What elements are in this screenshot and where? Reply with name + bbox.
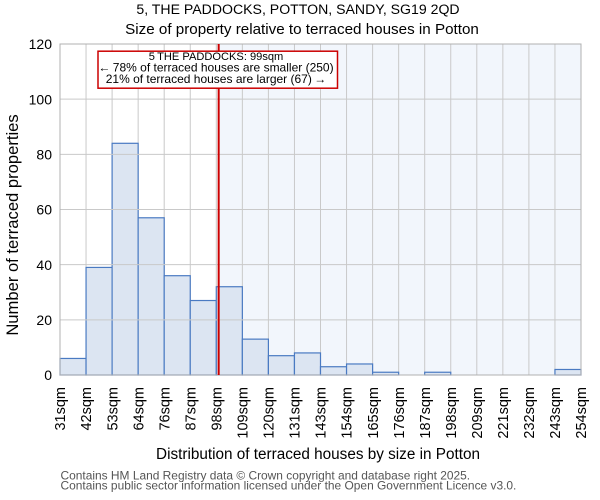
svg-text:87sqm: 87sqm [183, 387, 199, 431]
svg-text:143sqm: 143sqm [314, 387, 330, 439]
svg-text:254sqm: 254sqm [574, 387, 590, 439]
svg-text:198sqm: 198sqm [444, 387, 460, 439]
svg-text:0: 0 [44, 367, 52, 383]
svg-text:40: 40 [36, 257, 52, 273]
svg-text:176sqm: 176sqm [392, 387, 408, 439]
svg-text:Contains public sector informa: Contains public sector information licen… [61, 479, 517, 493]
svg-text:232sqm: 232sqm [522, 387, 538, 439]
svg-text:64sqm: 64sqm [131, 387, 147, 431]
svg-text:187sqm: 187sqm [418, 387, 434, 439]
svg-text:Contains HM Land Registry data: Contains HM Land Registry data © Crown c… [61, 469, 471, 483]
svg-text:131sqm: 131sqm [288, 387, 304, 439]
svg-text:109sqm: 109sqm [236, 387, 252, 439]
svg-text:221sqm: 221sqm [496, 387, 512, 439]
svg-text:100: 100 [29, 91, 53, 107]
svg-text:53sqm: 53sqm [105, 387, 121, 431]
svg-text:243sqm: 243sqm [548, 387, 564, 439]
svg-text:Number of terraced properties: Number of terraced properties [3, 114, 22, 335]
svg-text:209sqm: 209sqm [470, 387, 486, 439]
svg-text:80: 80 [36, 146, 52, 162]
svg-text:165sqm: 165sqm [366, 387, 382, 439]
svg-text:20: 20 [36, 312, 52, 328]
svg-text:Size of property relative to t: Size of property relative to terraced ho… [125, 21, 479, 38]
svg-text:Distribution of terraced house: Distribution of terraced houses by size … [156, 446, 480, 463]
svg-text:60: 60 [36, 202, 52, 218]
svg-text:120sqm: 120sqm [262, 387, 278, 439]
svg-text:5, THE PADDOCKS, POTTON, SANDY: 5, THE PADDOCKS, POTTON, SANDY, SG19 2QD [136, 1, 459, 17]
svg-text:120: 120 [29, 36, 53, 52]
svg-text:154sqm: 154sqm [340, 387, 356, 439]
svg-text:← 78% of terraced houses are s: ← 78% of terraced houses are smaller (25… [98, 61, 333, 75]
svg-text:98sqm: 98sqm [210, 387, 226, 431]
svg-text:76sqm: 76sqm [157, 387, 173, 431]
svg-text:42sqm: 42sqm [79, 387, 95, 431]
svg-text:21% of terraced houses are lar: 21% of terraced houses are larger (67) → [106, 72, 327, 86]
svg-text:31sqm: 31sqm [53, 387, 69, 431]
svg-text:5 THE PADDOCKS: 99sqm: 5 THE PADDOCKS: 99sqm [149, 51, 284, 63]
